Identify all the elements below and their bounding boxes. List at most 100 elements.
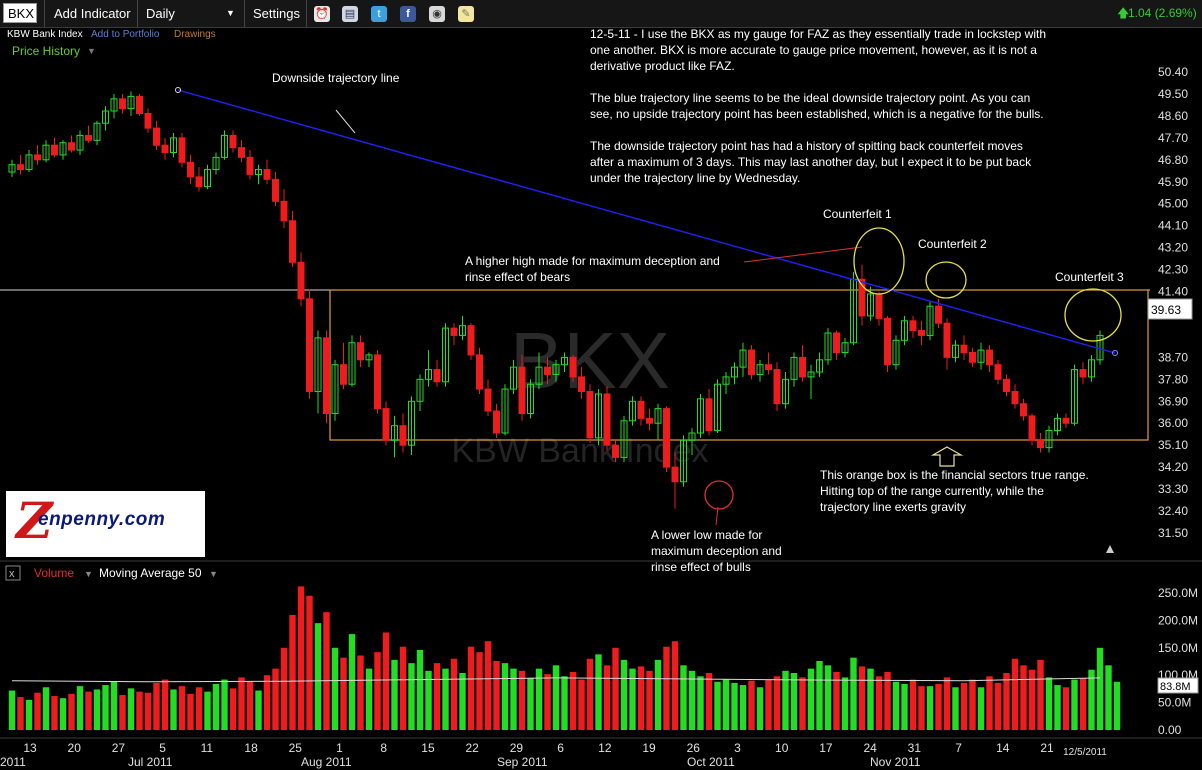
candle-body (59, 142, 67, 156)
volume-bar (238, 677, 245, 730)
volume-bar (331, 647, 339, 730)
intro-note: derivative product like FAZ. (590, 59, 735, 73)
volume-bar (365, 668, 373, 730)
candle-body (331, 364, 339, 414)
candle-body (297, 261, 305, 300)
volume-bar (731, 682, 738, 730)
candle-body (399, 425, 407, 446)
alarm-icon[interactable]: ⏰ (314, 6, 330, 22)
volume-bar (799, 677, 806, 730)
volume-bar (272, 668, 279, 730)
date-tick-label: 26 (687, 741, 701, 755)
counterfeit-3-circle (1064, 288, 1122, 342)
volume-bar (654, 659, 662, 730)
volume-bar (620, 659, 628, 730)
add-to-portfolio-link[interactable]: Add to Portfolio (91, 29, 160, 40)
volume-bar (986, 676, 993, 730)
volume-bar (178, 686, 186, 730)
candle-body (195, 176, 203, 188)
volume-bar (17, 697, 24, 730)
volume-bar (195, 687, 203, 730)
candle-body (1020, 403, 1027, 417)
candle-body (901, 320, 908, 341)
symbol-field[interactable]: BKX (3, 3, 37, 23)
volume-bar (374, 652, 381, 730)
twitter-icon[interactable]: t (371, 6, 387, 22)
date-tick-label: 21 (1040, 741, 1054, 755)
close-icon-glyph[interactable]: x (9, 568, 15, 580)
volume-bar (442, 668, 449, 730)
candle-body (289, 220, 296, 263)
candle-body (833, 332, 840, 354)
lower-low-note: rinse effect of bulls (651, 560, 751, 574)
trajectory-end-handle[interactable] (1112, 350, 1118, 356)
add-indicator-button[interactable]: Add Indicator (54, 6, 131, 21)
candle-body (306, 298, 313, 393)
lower-low-note: A lower low made for (651, 528, 762, 542)
chevron-down-icon[interactable]: ▼ (87, 46, 96, 56)
volume-bar (68, 693, 75, 730)
candle-body (1011, 391, 1019, 405)
candle-body (484, 388, 492, 412)
candle-body (119, 98, 126, 110)
volume-tick-label: 0.00 (1158, 723, 1182, 737)
print-icon[interactable]: ▤ (342, 6, 358, 22)
volume-bar (739, 685, 747, 730)
candle-body (323, 337, 330, 414)
candle-body (357, 342, 364, 361)
candle-body (187, 161, 194, 178)
volume-bar (229, 688, 237, 730)
candle-body (25, 154, 33, 171)
volume-bar (204, 691, 211, 730)
volume-bar (994, 682, 1002, 730)
volume-bar (867, 668, 874, 730)
chevron-down-icon[interactable]: ▼ (209, 569, 218, 579)
close-icon[interactable] (5, 565, 21, 581)
date-tick-label: 6 (557, 741, 564, 755)
month-label: 2011 (0, 755, 26, 769)
candle-body (340, 364, 347, 385)
volume-bar (960, 682, 968, 730)
candle-body (93, 122, 101, 141)
date-tick-label: 11 (201, 741, 214, 755)
volume-bar (433, 663, 441, 730)
price-tick-label: 44.10 (1158, 219, 1188, 233)
higher-high-note: A higher high made for maximum deception… (465, 254, 720, 268)
note-icon[interactable]: ✎ (458, 6, 474, 22)
trajectory-start-handle[interactable] (175, 87, 181, 93)
candle-body (858, 278, 866, 317)
drawings-link[interactable]: Drawings (174, 29, 216, 40)
period-select[interactable]: Daily (146, 6, 175, 21)
date-tick-label: 12 (598, 741, 612, 755)
candle-body (42, 144, 50, 161)
moving-average-label[interactable]: Moving Average 50 (99, 566, 202, 580)
volume-tick-label: 150.0M (1158, 641, 1198, 655)
settings-button[interactable]: Settings (253, 6, 300, 21)
chevron-down-icon[interactable]: ▼ (226, 8, 235, 18)
candle-body (365, 354, 373, 361)
volume-bar (807, 668, 815, 730)
candle-body (272, 178, 279, 202)
facebook-icon[interactable]: f (400, 6, 416, 22)
date-tick-label: 5 (159, 741, 166, 755)
orange-box-note: Hitting top of the range currently, whil… (820, 484, 1044, 498)
date-tick-label: 22 (465, 741, 479, 755)
chevron-down-icon[interactable]: ▼ (84, 569, 93, 579)
camera-icon[interactable]: ◉ (429, 6, 445, 22)
volume-bar (450, 658, 458, 730)
candle-body (790, 356, 798, 380)
month-label: Aug 2011 (301, 755, 352, 769)
price-tick-label: 36.00 (1158, 416, 1188, 430)
candle-body (1028, 415, 1036, 441)
volume-label[interactable]: Volume (34, 566, 74, 580)
volume-bar (1037, 659, 1044, 730)
candle-body (85, 134, 92, 141)
candle-body (433, 369, 441, 383)
volume-bar (170, 689, 177, 730)
candle-body (170, 137, 177, 153)
scroll-up-icon[interactable] (1106, 545, 1114, 553)
price-history-label[interactable]: Price History (12, 44, 81, 58)
price-tick-label: 43.20 (1158, 241, 1188, 255)
candle-body (1003, 378, 1010, 393)
candle-body (969, 352, 976, 363)
